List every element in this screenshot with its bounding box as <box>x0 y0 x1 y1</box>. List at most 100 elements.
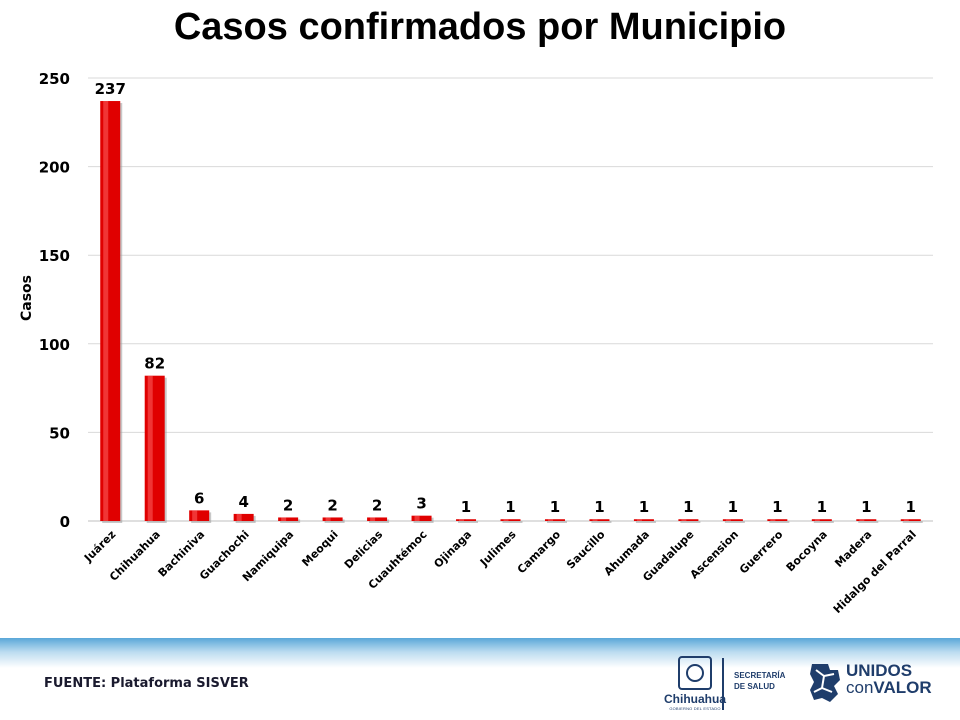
bar-highlight <box>903 519 909 521</box>
bar-shadow <box>458 521 479 523</box>
bar-highlight <box>503 519 509 521</box>
bar-shadow <box>369 519 390 523</box>
bar <box>278 517 299 521</box>
footer-band: FUENTE: Plataforma SISVER Chihuahua GOBI… <box>0 638 960 720</box>
unidos-line-2b: VALOR <box>873 678 932 697</box>
bar-highlight <box>325 517 331 521</box>
data-label: 2 <box>283 496 293 514</box>
chihuahua-logo-subtitle: GOBIERNO DEL ESTADO <box>669 706 721 711</box>
bar <box>411 515 432 521</box>
chart-title: Casos confirmados por Municipio <box>173 6 787 48</box>
unidos-line-2a: con <box>846 678 874 697</box>
data-label: 2 <box>327 496 337 514</box>
bar-highlight <box>370 517 376 521</box>
bar-highlight <box>103 101 109 521</box>
x-tick-label: Ascension <box>688 528 741 581</box>
chihuahua-logo-name: Chihuahua <box>664 692 726 706</box>
data-label: 2 <box>372 496 382 514</box>
bar-shadow <box>280 519 301 523</box>
unidos-map-icon <box>810 664 840 702</box>
data-label: 1 <box>594 498 604 516</box>
bar <box>900 519 921 521</box>
bar-highlight <box>236 513 242 521</box>
bar-highlight <box>681 519 687 521</box>
y-tick-label: 100 <box>39 336 70 354</box>
y-axis-label: Casos <box>19 275 35 321</box>
bar-shadow <box>635 521 656 523</box>
data-label: 1 <box>817 498 827 516</box>
secretaria-salud-logo: SECRETARÍA DE SALUD <box>734 670 785 692</box>
x-tick-label: Camargo <box>515 528 564 577</box>
data-label: 82 <box>144 355 165 373</box>
bar <box>322 517 343 521</box>
bar-shadow <box>591 521 612 523</box>
y-tick-label: 200 <box>39 159 70 177</box>
chihuahua-logo: Chihuahua GOBIERNO DEL ESTADO <box>660 656 730 711</box>
bar <box>633 519 654 521</box>
bar <box>856 519 877 521</box>
y-tick-label: 150 <box>39 247 70 265</box>
bar-shadow <box>902 521 923 523</box>
x-tick-label: Madera <box>832 528 874 570</box>
bar-shadow <box>813 521 834 523</box>
bar-highlight <box>192 510 198 521</box>
bar <box>189 510 210 521</box>
salud-line-1: SECRETARÍA <box>734 671 786 680</box>
data-label: 4 <box>238 493 248 511</box>
data-label: 1 <box>772 498 782 516</box>
x-tick-label: Meoqui <box>299 528 340 569</box>
x-tick-label: Guerrero <box>737 528 786 577</box>
bar-highlight <box>414 515 420 521</box>
bar-highlight <box>592 519 598 521</box>
bar-shadow <box>502 521 523 523</box>
x-tick-label: Bocoyna <box>784 528 830 574</box>
bar <box>500 519 521 521</box>
unidos-con-valor-logo: UNIDOS conVALOR <box>846 662 932 696</box>
unidos-line-1: UNIDOS <box>846 661 913 680</box>
crest-icon <box>678 656 712 690</box>
data-label: 1 <box>639 498 649 516</box>
bar-chart: 0 50 100 150 200 250 237 82 6 4 2 2 2 3 1 1 1 1 1 1 1 1 1 1 1 J… <box>19 70 933 616</box>
bar <box>678 519 699 521</box>
bar-highlight <box>859 519 865 521</box>
y-tick-labels: 0 50 100 150 200 250 <box>39 70 70 531</box>
logos: Chihuahua GOBIERNO DEL ESTADO SECRETARÍA… <box>660 656 950 718</box>
x-tick-label: Ojinaga <box>431 528 474 571</box>
bar-shadow <box>769 521 790 523</box>
salud-line-2: DE SALUD <box>734 682 775 691</box>
data-label: 1 <box>505 498 515 516</box>
data-label: 1 <box>906 498 916 516</box>
y-tick-label: 250 <box>39 70 70 88</box>
bar-shadow <box>324 519 345 523</box>
bar-highlight <box>147 375 153 521</box>
grid-lines <box>88 77 933 522</box>
logo-divider <box>722 658 724 710</box>
bar-highlight <box>459 519 465 521</box>
x-tick-label: Saucillo <box>564 528 608 572</box>
data-label: 3 <box>416 495 426 513</box>
data-label: 1 <box>550 498 560 516</box>
x-tick-label: Juárez <box>81 528 118 565</box>
source-note: FUENTE: Plataforma SISVER <box>44 676 249 691</box>
bar-highlight <box>281 517 287 521</box>
x-tick-labels: JuárezChihuahuaBachinivaGuachochiNamiqui… <box>81 528 919 616</box>
y-tick-label: 0 <box>60 513 70 531</box>
bar <box>767 519 788 521</box>
data-labels: 237 82 6 4 2 2 2 3 1 1 1 1 1 1 1 1 1 1 1 <box>95 80 916 516</box>
data-label: 1 <box>861 498 871 516</box>
data-label: 1 <box>461 498 471 516</box>
bar <box>589 519 610 521</box>
x-tick-label: Julimes <box>477 528 519 570</box>
bar <box>456 519 477 521</box>
bar-highlight <box>636 519 642 521</box>
bar-highlight <box>814 519 820 521</box>
bar-shadow <box>724 521 745 523</box>
bar <box>367 517 388 521</box>
data-label: 237 <box>95 80 126 98</box>
x-tick-label: Hidalgo del Parral <box>831 528 919 616</box>
bar-shadow <box>858 521 879 523</box>
bar-highlight <box>725 519 731 521</box>
bar-highlight <box>770 519 776 521</box>
bar <box>544 519 565 521</box>
data-label: 1 <box>728 498 738 516</box>
